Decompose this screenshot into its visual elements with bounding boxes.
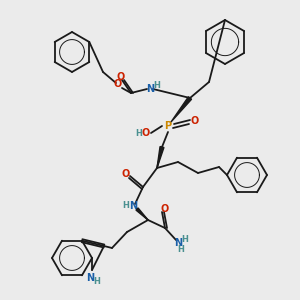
Text: N: N (146, 84, 154, 94)
Text: O: O (114, 79, 122, 89)
Text: N: N (174, 238, 182, 248)
Text: H: H (178, 244, 184, 253)
Polygon shape (171, 97, 192, 122)
Text: O: O (142, 128, 150, 138)
Text: H: H (182, 236, 188, 244)
Text: O: O (191, 116, 199, 126)
Text: N: N (129, 201, 137, 211)
Text: H: H (123, 202, 129, 211)
Text: H: H (94, 278, 100, 286)
Polygon shape (136, 208, 148, 220)
Text: P: P (164, 121, 172, 131)
Text: H: H (136, 128, 142, 137)
Text: N: N (86, 273, 94, 283)
Text: O: O (117, 72, 125, 82)
Polygon shape (157, 146, 164, 168)
Text: H: H (154, 80, 160, 89)
Text: O: O (122, 169, 130, 179)
Text: O: O (161, 204, 169, 214)
